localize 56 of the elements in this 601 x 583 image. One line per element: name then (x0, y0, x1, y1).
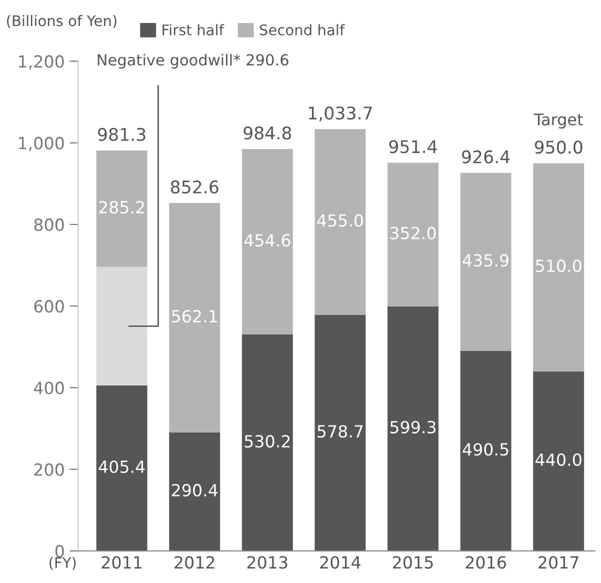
bar (242, 149, 293, 335)
data-label: 290.4 (172, 484, 218, 497)
annotation: Negative goodwill* 290.6 (98, 54, 288, 69)
data-label: 490.5 (462, 443, 508, 456)
x-tick-label: 2014 (320, 556, 360, 569)
bar (314, 314, 366, 551)
bar (460, 172, 512, 351)
data-label: 455.0 (317, 214, 363, 227)
total-label: 1,033.7 (308, 106, 372, 122)
x-tick-label: 2013 (247, 556, 288, 569)
annotation: Target (534, 114, 583, 129)
bar (169, 203, 220, 432)
data-label: 510.0 (536, 260, 582, 272)
bar (388, 306, 438, 551)
data-label: 435.9 (462, 254, 508, 267)
data-label: 405.4 (98, 460, 145, 474)
y-tick-label: 1,200 (19, 55, 64, 70)
bar (242, 334, 293, 551)
data-label: 352.0 (390, 226, 436, 240)
data-label: 578.7 (318, 425, 363, 438)
data-label: 454.6 (244, 234, 290, 247)
x-axis-title: (FY) (50, 556, 76, 570)
y-tick-label: 200 (34, 463, 64, 476)
x-tick-label: 2017 (538, 556, 578, 569)
bar (96, 150, 148, 267)
total-label: 981.3 (98, 128, 146, 142)
legend-label: First half (162, 24, 224, 36)
data-label: 599.3 (390, 420, 436, 434)
bar (169, 432, 220, 551)
x-tick-label: 2012 (174, 556, 214, 569)
bar (460, 350, 512, 551)
x-tick-label: 2015 (393, 556, 433, 569)
total-label: 950.0 (534, 140, 582, 154)
bar (533, 371, 584, 551)
data-label: 530.2 (244, 434, 290, 448)
total-label: 984.8 (244, 126, 292, 140)
legend-label: Second half (260, 24, 345, 36)
y-tick-label: 400 (34, 382, 64, 394)
bar (314, 129, 366, 315)
bar (533, 163, 584, 372)
y-tick-label: 600 (34, 300, 64, 313)
y-axis-title: (Billions of Yen) (7, 14, 116, 28)
data-label: 285.2 (99, 200, 144, 214)
x-tick-label: 2016 (466, 556, 506, 569)
data-label: 440.0 (536, 453, 582, 466)
bar (388, 162, 438, 306)
y-tick-label: 800 (34, 218, 64, 232)
total-label: 926.4 (462, 150, 510, 164)
y-tick-label: 1,000 (19, 136, 64, 152)
bar (96, 266, 148, 386)
data-label: 562.1 (172, 310, 217, 323)
total-label: 951.4 (389, 140, 437, 154)
x-tick-label: 2011 (102, 556, 142, 569)
y-tick-label: 0 (55, 544, 64, 558)
total-label: 852.6 (170, 180, 218, 194)
bar (96, 385, 148, 551)
